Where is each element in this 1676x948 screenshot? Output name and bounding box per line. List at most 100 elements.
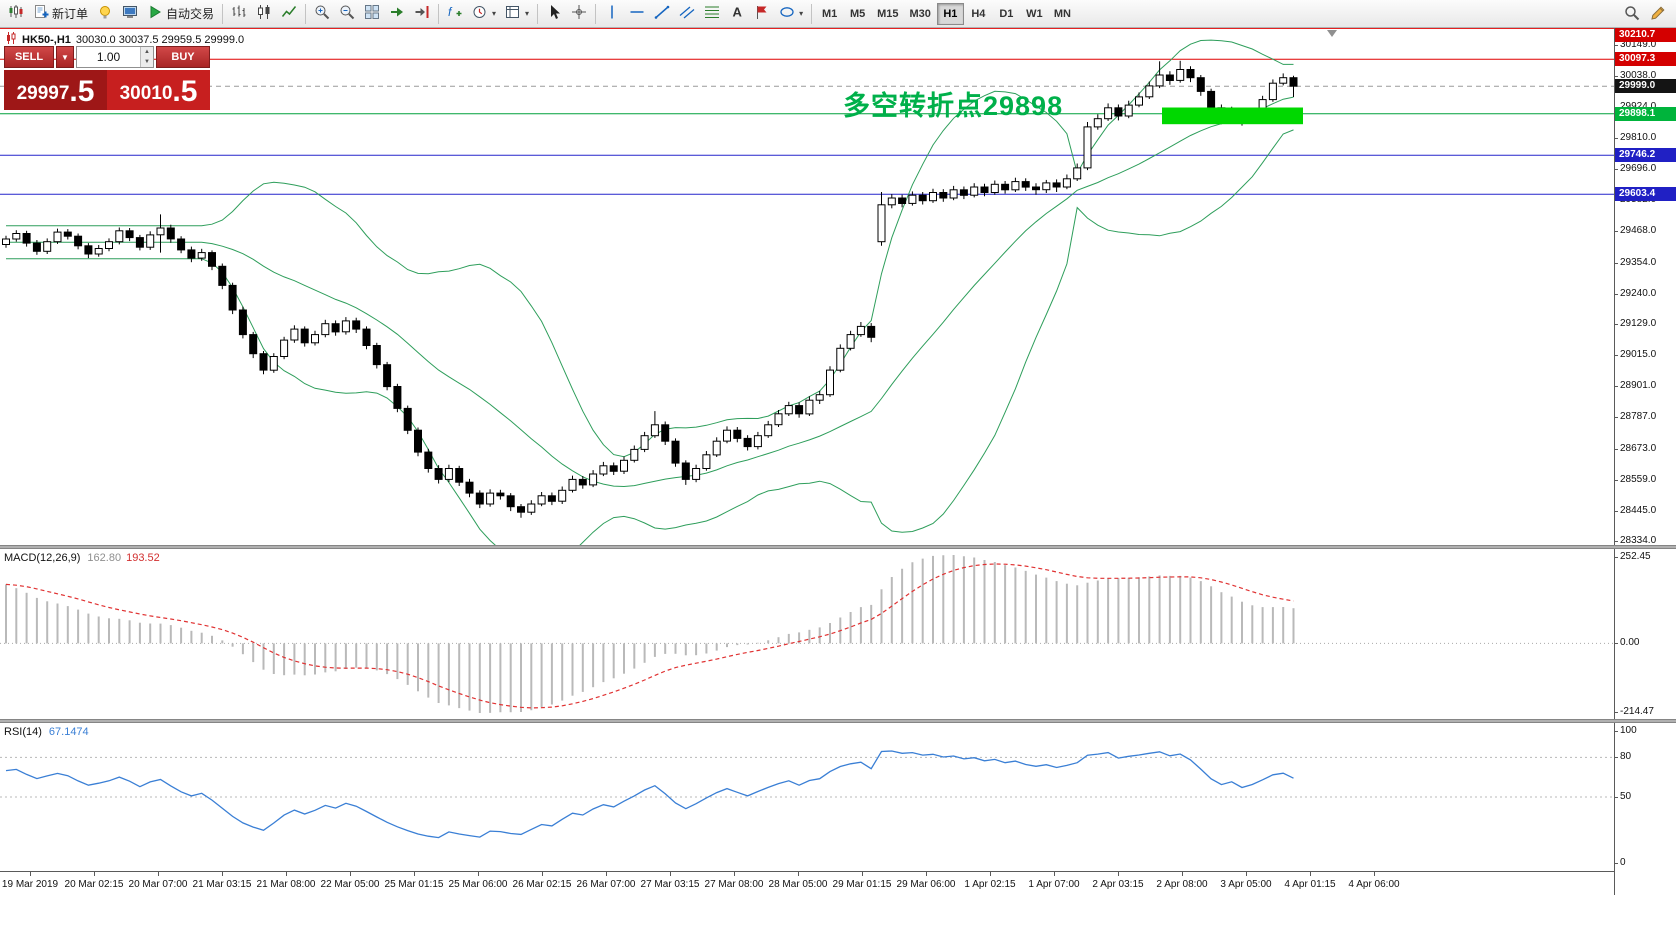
line-chart-button[interactable] — [277, 2, 301, 26]
macd-tick-label: 252.45 — [1615, 551, 1651, 562]
new-order-button[interactable]: 新订单 — [29, 2, 92, 26]
periods-button[interactable]: ▾ — [468, 2, 500, 26]
chevron-down-icon: ▼ — [61, 52, 69, 62]
buy-price-display[interactable]: 30010.5 — [107, 70, 210, 110]
crosshair-icon — [571, 4, 587, 23]
horizontal-line-button[interactable] — [625, 2, 649, 26]
time-axis[interactable]: 19 Mar 2019 20 Mar 02:15 20 Mar 07:00 21 Ma… — [0, 871, 1614, 895]
bar-chart-icon — [231, 4, 247, 23]
time-tick — [158, 872, 159, 876]
rsi-tick-label: 100 — [1615, 725, 1637, 736]
price-tick-label: 30149.0 — [1614, 39, 1657, 51]
main-chart-canvas[interactable] — [0, 28, 1614, 545]
timeframe-m15-button[interactable]: M15 — [877, 7, 899, 20]
candlestick-chart-button[interactable] — [252, 2, 276, 26]
autotrading-icon — [147, 4, 163, 23]
tile-windows-icon — [364, 4, 380, 23]
toolbar-right-icons — [1620, 2, 1670, 26]
templates-icon — [505, 4, 521, 23]
time-tick — [606, 872, 607, 876]
sell-price-fraction: .5 — [69, 75, 95, 108]
volume-input[interactable] — [77, 47, 140, 67]
price-tick-label: 28901.0 — [1614, 380, 1657, 392]
line-chart-icon — [281, 4, 297, 23]
bar-chart-button[interactable] — [227, 2, 251, 26]
templates-button[interactable]: ▾ — [501, 2, 533, 26]
time-label: 22 Mar 05:00 — [320, 879, 380, 890]
chart-shift-button[interactable] — [410, 2, 434, 26]
chart-symbol-icon — [6, 32, 17, 47]
time-label: 1 Apr 07:00 — [1028, 879, 1080, 890]
timeframe-w1-button[interactable]: W1 — [1026, 7, 1043, 20]
macd-panel-canvas[interactable] — [0, 549, 1614, 719]
text-button[interactable]: A — [725, 2, 749, 26]
volume-down-button[interactable]: ▼ — [141, 57, 153, 67]
new-chart-button[interactable] — [4, 2, 28, 26]
price-tick-label: 29240.0 — [1614, 287, 1657, 299]
fibonacci-button[interactable] — [700, 2, 724, 26]
price-badge: 29746.2 — [1615, 148, 1676, 163]
indicators-button[interactable]: f — [443, 2, 467, 26]
volume-up-button[interactable]: ▲ — [141, 47, 153, 57]
tile-windows-button[interactable] — [360, 2, 384, 26]
time-tick — [478, 872, 479, 876]
time-label: 20 Mar 07:00 — [128, 879, 188, 890]
time-tick — [1310, 872, 1311, 876]
buy-button[interactable]: BUY — [156, 46, 210, 68]
one-click-trading-panel: SELL ▼ ▲ ▼ BUY 29997.5 30010.5 — [4, 46, 210, 110]
chart-window: 19 Mar 2019 20 Mar 02:15 20 Mar 07:00 21 Ma… — [0, 28, 1676, 948]
chart-annotation-text[interactable]: 多空转折点29898 — [843, 91, 1064, 121]
price-tick-label: 28673.0 — [1614, 442, 1657, 454]
market-watch-button[interactable] — [118, 2, 142, 26]
fibonacci-icon — [704, 4, 720, 23]
chart-shift-icon — [414, 4, 430, 23]
volume-stepper: ▲ ▼ — [140, 47, 153, 67]
time-label: 26 Mar 02:15 — [512, 879, 572, 890]
zoom-in-button[interactable] — [310, 2, 334, 26]
cursor-icon — [546, 4, 562, 23]
toolbar-separator — [537, 3, 539, 24]
price-axis[interactable]: 30149.030038.029924.029810.029696.029582… — [1614, 28, 1676, 895]
cursor-button[interactable] — [542, 2, 566, 26]
search-button[interactable] — [1620, 2, 1644, 26]
macd-tick-label: -214.47 — [1615, 706, 1654, 717]
trendline-button[interactable] — [650, 2, 674, 26]
macd-main-value: 162.80 — [87, 552, 122, 564]
time-tick — [670, 872, 671, 876]
timeframe-m5-button[interactable]: M5 — [849, 7, 866, 20]
timeframe-m1-button[interactable]: M1 — [821, 7, 838, 20]
vertical-line-icon — [604, 4, 620, 23]
timeframe-m30-button[interactable]: M30 — [909, 7, 931, 20]
shapes-button[interactable]: ▾ — [775, 2, 807, 26]
text-icon: A — [729, 4, 745, 23]
timeframe-group: M1 M5 M15 M30 H1 H4 D1 W1 MN — [816, 2, 1076, 25]
panel-separator[interactable] — [0, 719, 1676, 723]
crosshair-button[interactable] — [567, 2, 591, 26]
autotrading-button[interactable]: 自动交易 — [143, 2, 218, 26]
edit-button[interactable] — [1646, 2, 1670, 26]
time-label: 29 Mar 06:00 — [896, 879, 956, 890]
time-label: 4 Apr 01:15 — [1284, 879, 1336, 890]
timeframe-d1-button[interactable]: D1 — [999, 7, 1014, 20]
zoom-out-button[interactable] — [335, 2, 359, 26]
price-tick-label: 30038.0 — [1614, 69, 1657, 81]
zoom-out-icon — [339, 4, 355, 23]
timeframe-h1-button[interactable]: H1 — [936, 2, 964, 25]
vertical-line-button[interactable] — [600, 2, 624, 26]
price-tick-label: 28559.0 — [1614, 473, 1657, 485]
chevron-down-icon: ▾ — [525, 9, 530, 18]
horizontal-line-icon — [629, 4, 645, 23]
metaeditor-button[interactable] — [93, 2, 117, 26]
volume-preset-dropdown[interactable]: ▼ — [56, 46, 74, 68]
rsi-panel-canvas[interactable] — [0, 723, 1614, 871]
arrows-button[interactable] — [750, 2, 774, 26]
timeframe-h4-button[interactable]: H4 — [971, 7, 986, 20]
timeframe-mn-button[interactable]: MN — [1053, 7, 1071, 20]
sell-price-display[interactable]: 29997.5 — [4, 70, 107, 110]
toolbar-group: f ▾ ▾ — [443, 2, 533, 26]
panel-separator[interactable] — [0, 545, 1676, 549]
time-label: 1 Apr 02:15 — [964, 879, 1016, 890]
auto-scroll-button[interactable] — [385, 2, 409, 26]
equidistant-channel-button[interactable] — [675, 2, 699, 26]
sell-button[interactable]: SELL — [4, 46, 54, 68]
